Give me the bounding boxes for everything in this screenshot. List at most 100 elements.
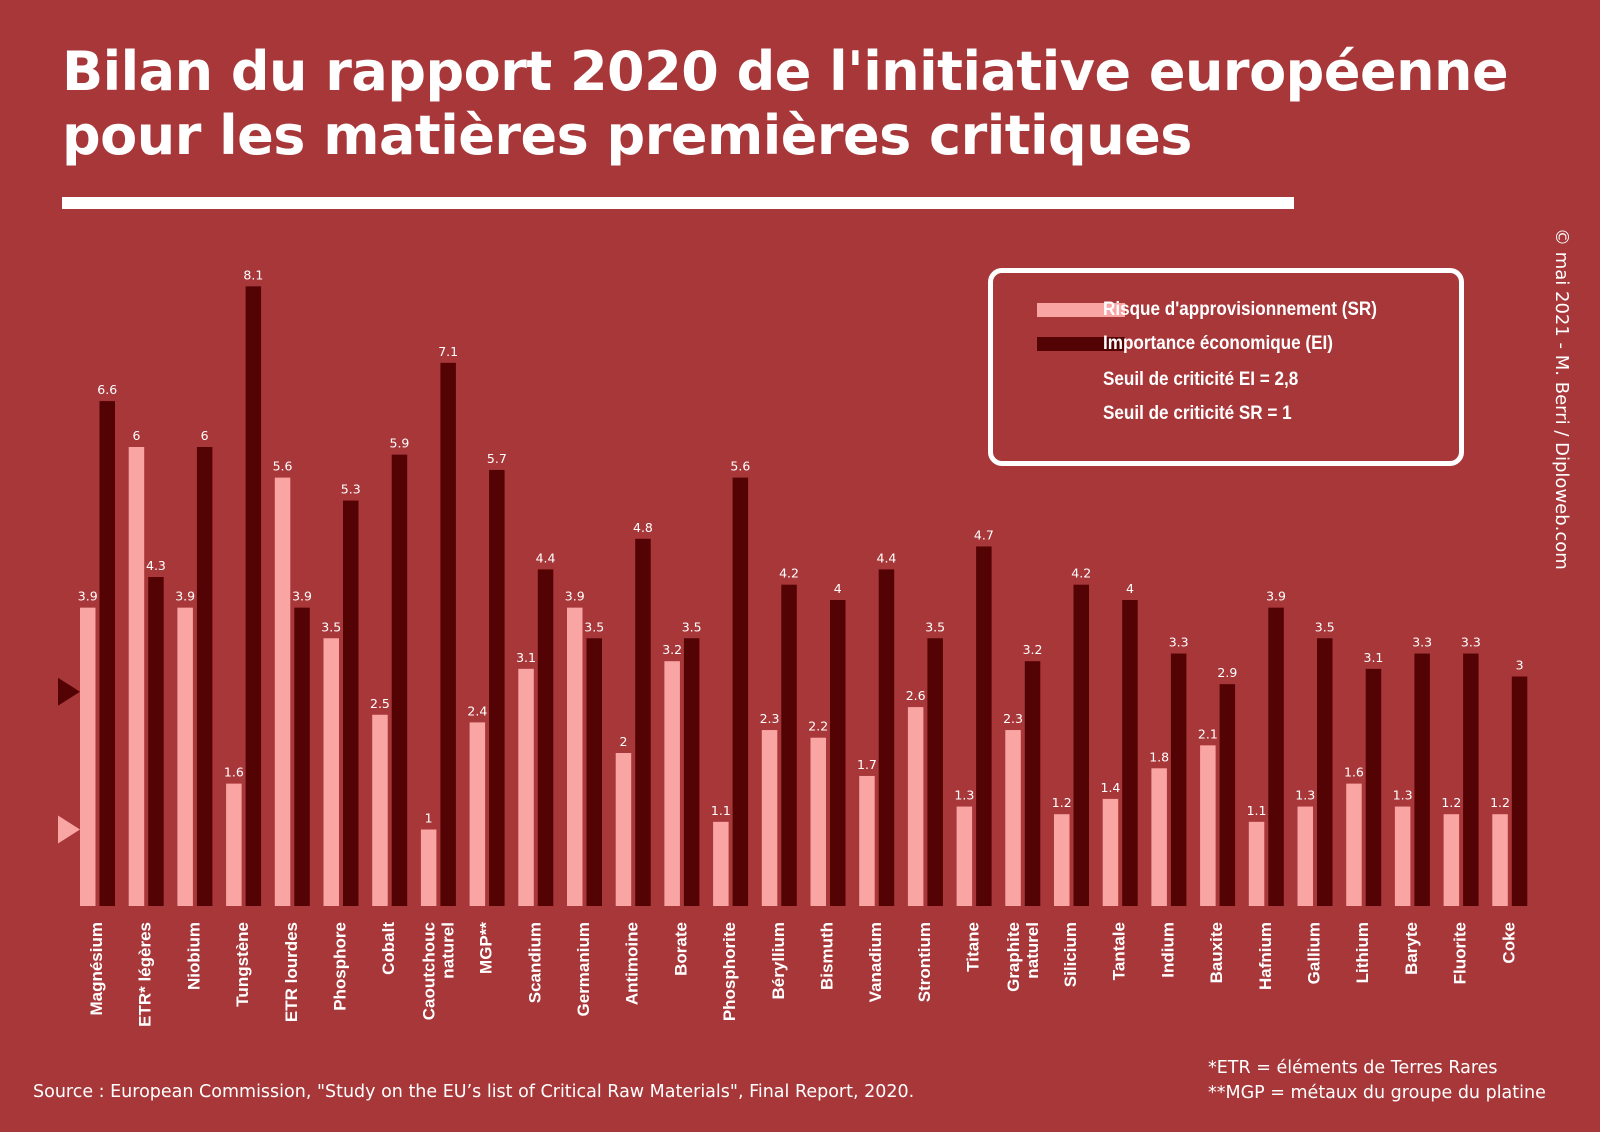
data-label-ei: 6 [201, 428, 209, 443]
bar-ei [1219, 684, 1236, 906]
sr-threshold-marker [58, 815, 80, 844]
legend-label-sr: Risque d'approvisionnement (SR) [1103, 299, 1377, 320]
data-label-ei: 5.7 [487, 451, 507, 466]
data-label-sr: 1.3 [954, 788, 974, 803]
bar-ei [343, 500, 359, 906]
ei-threshold-marker [58, 677, 80, 706]
data-label-ei: 4.7 [974, 527, 994, 542]
data-label-ei: 7.1 [438, 344, 458, 359]
category-label: Cobalt [379, 922, 398, 975]
bar-sr [177, 607, 193, 906]
category-label: ETR* légères [136, 922, 155, 1027]
category-label: Vanadium [866, 922, 885, 1002]
bar-ei [1073, 584, 1089, 906]
category-label: Strontium [915, 922, 934, 1002]
data-label-ei: 3.3 [1461, 635, 1481, 650]
data-label-ei: 3.9 [1266, 589, 1286, 604]
bar-sr [1346, 783, 1362, 906]
data-label-sr: 2.2 [808, 719, 828, 734]
category-label: Caoutchoucnaturel [419, 922, 457, 1020]
data-label-ei: 3.2 [1023, 642, 1043, 657]
data-label-ei: 2.9 [1217, 665, 1237, 680]
category-label: Béryllium [769, 922, 788, 999]
legend-item-ei [1037, 329, 1125, 359]
bar-sr [226, 783, 242, 906]
bar-ei [537, 569, 554, 906]
category-label: Scandium [525, 922, 544, 1003]
data-label-sr: 1.4 [1101, 780, 1121, 795]
category-label: Silicium [1061, 922, 1080, 987]
data-label-ei: 4.8 [633, 520, 653, 535]
bar-ei [830, 600, 846, 906]
footnote-mgp: **MGP = métaux du groupe du platine [1208, 1083, 1546, 1103]
bar-ei [1170, 653, 1187, 906]
data-label-sr: 3.9 [78, 589, 98, 604]
data-label-ei: 5.3 [341, 482, 361, 497]
category-label: ETR lourdes [282, 922, 301, 1022]
bar-ei [1463, 653, 1479, 906]
dark-bar-icon [1037, 337, 1125, 351]
bar-sr [810, 737, 826, 906]
category-label: Phosphorite [720, 922, 739, 1021]
footnotes: *ETR = éléments de Terres Rares **MGP = … [1208, 1056, 1546, 1106]
data-label-ei: 4.2 [779, 566, 799, 581]
bar-ei [635, 538, 651, 906]
data-label-ei: 3.5 [682, 619, 702, 634]
footnote-etr: *ETR = éléments de Terres Rares [1208, 1058, 1498, 1078]
data-label-ei: 4.3 [146, 558, 166, 573]
category-label: Tantale [1110, 922, 1129, 980]
bar-sr [1151, 768, 1167, 906]
title-underline [62, 197, 1294, 209]
bar-sr [1492, 814, 1508, 906]
category-label: Magnésium [87, 922, 106, 1016]
data-label-sr: 1.6 [1344, 765, 1364, 780]
data-label-ei: 3.3 [1169, 635, 1189, 650]
bar-sr [1394, 806, 1411, 906]
data-label-ei: 5.6 [730, 459, 750, 474]
data-label-sr: 2.5 [370, 696, 390, 711]
category-label: Phosphore [330, 922, 349, 1011]
data-label-sr: 3.9 [565, 589, 585, 604]
bar-ei [196, 447, 213, 906]
bar-sr [664, 661, 680, 906]
chart-title: Bilan du rapport 2020 de l'initiative eu… [62, 40, 1509, 167]
bar-ei [148, 577, 164, 906]
bar-sr [372, 714, 388, 906]
bar-sr [1297, 806, 1313, 906]
legend-label-ei: Importance économique (EI) [1103, 333, 1333, 354]
bar-ei [294, 607, 310, 906]
bar-sr [323, 638, 339, 906]
category-label: Bismuth [817, 922, 836, 990]
bar-sr [567, 607, 583, 906]
data-label-sr: 3.1 [516, 650, 536, 665]
category-label: Indium [1158, 922, 1177, 978]
bar-ei [927, 638, 943, 906]
data-label-ei: 4 [1126, 581, 1134, 596]
data-label-sr: 1 [425, 811, 433, 826]
data-label-ei: 3 [1516, 658, 1524, 673]
bar-ei [683, 638, 700, 906]
bar-ei [976, 546, 992, 906]
category-label: Niobium [184, 922, 203, 990]
category-label: Antimoine [623, 922, 642, 1005]
bar-ei [99, 401, 115, 906]
data-label-ei: 3.9 [292, 589, 312, 604]
source-text: Source : European Commission, "Study on … [33, 1082, 915, 1102]
bar-sr [907, 707, 924, 906]
data-label-sr: 3.2 [662, 642, 682, 657]
bar-sr [956, 806, 973, 906]
data-label-ei: 6.6 [97, 382, 117, 397]
data-label-sr: 2.1 [1198, 726, 1218, 741]
bar-sr [469, 722, 486, 906]
bar-sr [80, 607, 96, 906]
bar-sr [615, 753, 632, 906]
data-label-ei: 4 [834, 581, 842, 596]
bar-sr [713, 821, 729, 906]
legend-item-sr [1037, 295, 1125, 325]
bar-ei [732, 477, 749, 906]
data-label-ei: 4.4 [536, 550, 556, 565]
data-label-sr: 5.6 [273, 459, 293, 474]
credit-text: © mai 2021 - M. Berri / Diploweb.com [1551, 228, 1572, 570]
data-label-sr: 1.8 [1149, 749, 1169, 764]
